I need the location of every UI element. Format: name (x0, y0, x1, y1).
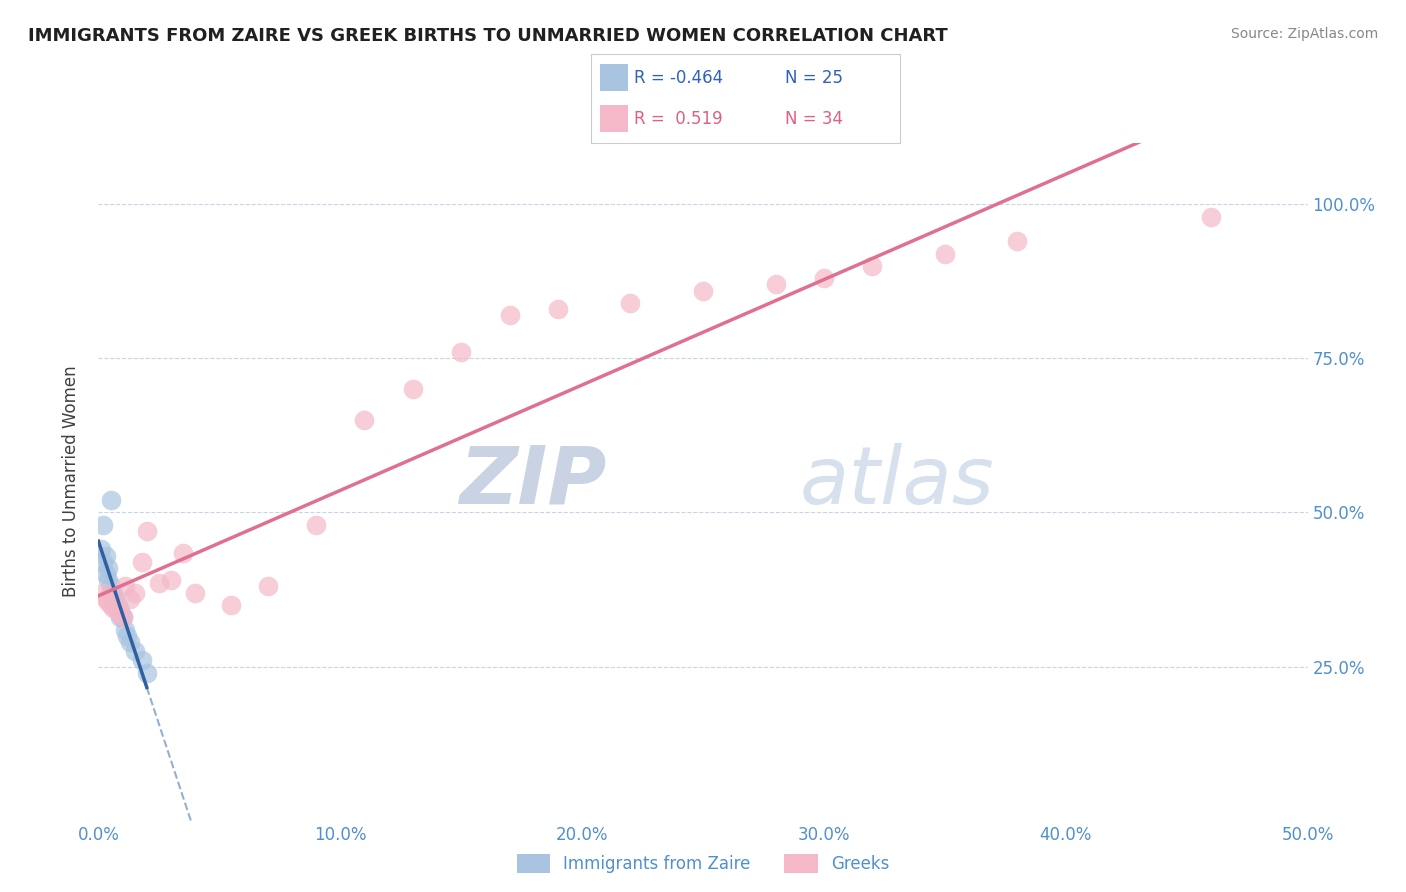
Point (813, 271, 835, 285)
Text: R =  0.519: R = 0.519 (634, 110, 723, 128)
Point (117, 629, 139, 643)
Point (91, 585, 114, 599)
Text: atlas: atlas (800, 442, 994, 521)
Point (97, 595, 120, 609)
Point (97, 574, 120, 588)
Point (1199, 210, 1222, 224)
Point (104, 595, 127, 609)
Point (135, 665, 157, 680)
Text: N = 25: N = 25 (786, 69, 844, 87)
Legend: Immigrants from Zaire, Greeks: Immigrants from Zaire, Greeks (510, 847, 896, 880)
Bar (600, 105, 627, 132)
Point (108, 610, 131, 624)
Point (765, 277, 787, 292)
Point (104, 598, 127, 612)
Point (692, 284, 714, 298)
Point (148, 576, 170, 591)
Point (94, 567, 117, 582)
Point (111, 610, 134, 624)
Point (934, 246, 956, 260)
Bar (600, 64, 627, 91)
Point (104, 591, 127, 606)
Point (101, 601, 124, 615)
Point (131, 555, 153, 569)
Point (114, 579, 136, 593)
Point (107, 604, 129, 618)
Point (100, 579, 122, 593)
Point (124, 644, 146, 658)
Point (498, 308, 520, 322)
Point (547, 302, 569, 317)
Point (221, 598, 243, 612)
Point (402, 382, 425, 396)
Point (114, 623, 136, 637)
Point (172, 545, 194, 559)
Text: ZIP: ZIP (458, 442, 606, 521)
Point (305, 517, 328, 532)
Point (100, 585, 122, 599)
Point (101, 591, 124, 606)
Point (124, 585, 146, 599)
Point (118, 635, 141, 649)
Point (100, 598, 122, 612)
Point (860, 259, 883, 273)
Point (619, 296, 641, 310)
Point (353, 413, 375, 427)
Point (1007, 235, 1029, 249)
Point (90, 542, 112, 557)
Point (111, 610, 134, 624)
Text: Source: ZipAtlas.com: Source: ZipAtlas.com (1230, 27, 1378, 41)
Point (91, 517, 114, 532)
Point (94, 591, 117, 606)
Point (118, 591, 141, 606)
Point (135, 524, 157, 538)
Text: R = -0.464: R = -0.464 (634, 69, 723, 87)
Point (256, 579, 278, 593)
Point (131, 653, 153, 667)
Point (91, 555, 114, 569)
Point (160, 574, 183, 588)
Text: IMMIGRANTS FROM ZAIRE VS GREEK BIRTHS TO UNMARRIED WOMEN CORRELATION CHART: IMMIGRANTS FROM ZAIRE VS GREEK BIRTHS TO… (28, 27, 948, 45)
Point (107, 598, 129, 612)
Point (97, 561, 120, 575)
Point (108, 607, 131, 622)
Point (100, 493, 122, 508)
Point (450, 345, 472, 359)
Point (184, 585, 207, 599)
Y-axis label: Births to Unmarried Women: Births to Unmarried Women (62, 366, 80, 598)
Text: N = 34: N = 34 (786, 110, 844, 128)
Point (101, 585, 124, 599)
Point (107, 604, 129, 618)
Point (108, 604, 131, 618)
Point (94, 549, 117, 563)
